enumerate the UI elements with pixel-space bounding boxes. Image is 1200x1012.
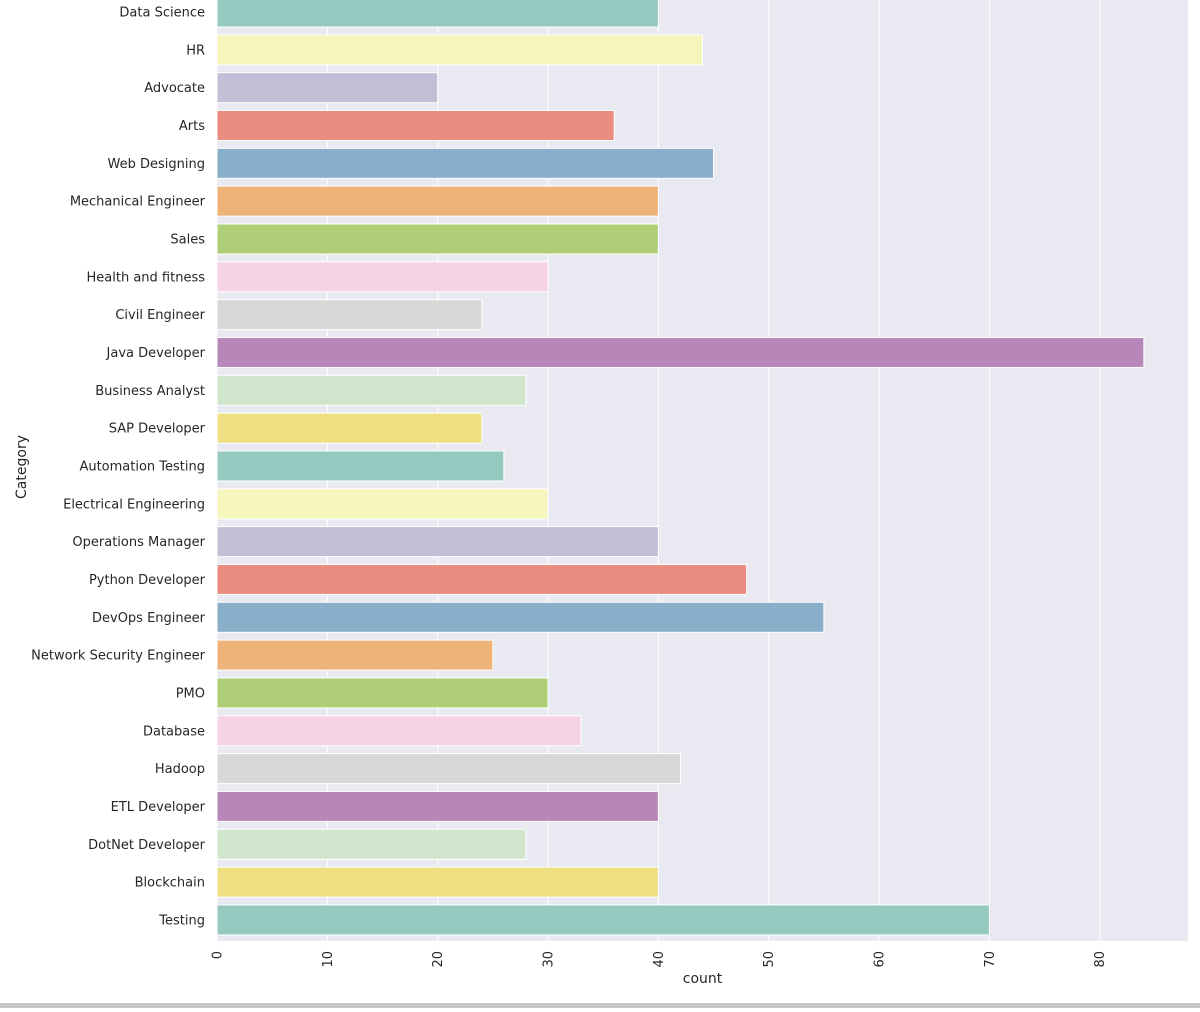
bar-health-and-fitness	[216, 261, 549, 293]
bar-sales	[216, 223, 659, 255]
bar-etl-developer	[216, 790, 659, 822]
bar-hr	[216, 34, 703, 66]
y-tick-label: Health and fitness	[87, 270, 206, 285]
bar-web-designing	[216, 147, 715, 179]
y-tick-label: DotNet Developer	[88, 838, 206, 853]
bar-arts	[216, 109, 615, 141]
x-tick-label: 0	[211, 951, 226, 959]
y-tick-label: Arts	[179, 119, 205, 134]
bar-civil-engineer	[216, 299, 483, 331]
bar-automation-testing	[216, 450, 505, 482]
y-tick-label: Database	[143, 724, 205, 739]
bar-operations-manager	[216, 526, 659, 558]
bar-mechanical-engineer	[216, 185, 659, 217]
x-tick-label: 20	[431, 951, 446, 968]
bar-testing	[216, 904, 990, 936]
bar-blockchain	[216, 866, 659, 898]
bar-hadoop	[216, 753, 681, 785]
bar-devops-engineer	[216, 601, 825, 633]
y-tick-label: Civil Engineer	[115, 308, 205, 323]
y-tick-label: Sales	[170, 232, 205, 247]
x-tick-label: 40	[652, 951, 667, 968]
bar-advocate	[216, 72, 439, 104]
y-tick-label: Automation Testing	[79, 459, 205, 474]
bar-electrical-engineering	[216, 488, 549, 520]
x-tick-label: 50	[762, 951, 777, 968]
y-tick-label: Mechanical Engineer	[70, 195, 206, 210]
y-tick-label: ETL Developer	[111, 800, 206, 815]
x-tick-label: 10	[321, 951, 336, 968]
bar-database	[216, 715, 582, 747]
y-tick-label: Operations Manager	[72, 535, 205, 550]
bar-java-developer	[216, 336, 1145, 368]
x-tick-label: 60	[873, 951, 888, 968]
bar-python-developer	[216, 563, 748, 595]
y-axis-label: Category	[14, 435, 30, 499]
y-tick-label: Blockchain	[135, 876, 205, 891]
y-tick-label: PMO	[176, 686, 205, 701]
y-tick-label: HR	[186, 43, 205, 58]
y-tick-label: Hadoop	[155, 762, 205, 777]
y-tick-label: Advocate	[144, 81, 205, 96]
y-tick-label: SAP Developer	[109, 422, 206, 437]
y-tick-label: Electrical Engineering	[63, 497, 205, 512]
bar-data-science	[216, 0, 659, 28]
bar-network-security-engineer	[216, 639, 494, 671]
x-tick-label: 80	[1093, 951, 1108, 968]
y-tick-label: Business Analyst	[95, 384, 205, 399]
bottom-divider	[0, 1003, 1200, 1008]
bar-sap-developer	[216, 412, 483, 444]
y-tick-label: Web Designing	[108, 157, 205, 172]
y-tick-label: Java Developer	[106, 346, 206, 361]
y-tick-label: DevOps Engineer	[92, 611, 206, 626]
bar-dotnet-developer	[216, 828, 527, 860]
x-axis-label: count	[683, 971, 723, 987]
y-tick-label: Network Security Engineer	[31, 649, 205, 664]
x-tick-label: 70	[983, 951, 998, 968]
bar-pmo	[216, 677, 549, 709]
y-tick-label: Data Science	[119, 6, 205, 21]
bar-business-analyst	[216, 374, 527, 406]
y-tick-label: Testing	[158, 913, 205, 928]
x-tick-label: 30	[542, 951, 557, 968]
y-tick-label: Python Developer	[89, 573, 206, 588]
